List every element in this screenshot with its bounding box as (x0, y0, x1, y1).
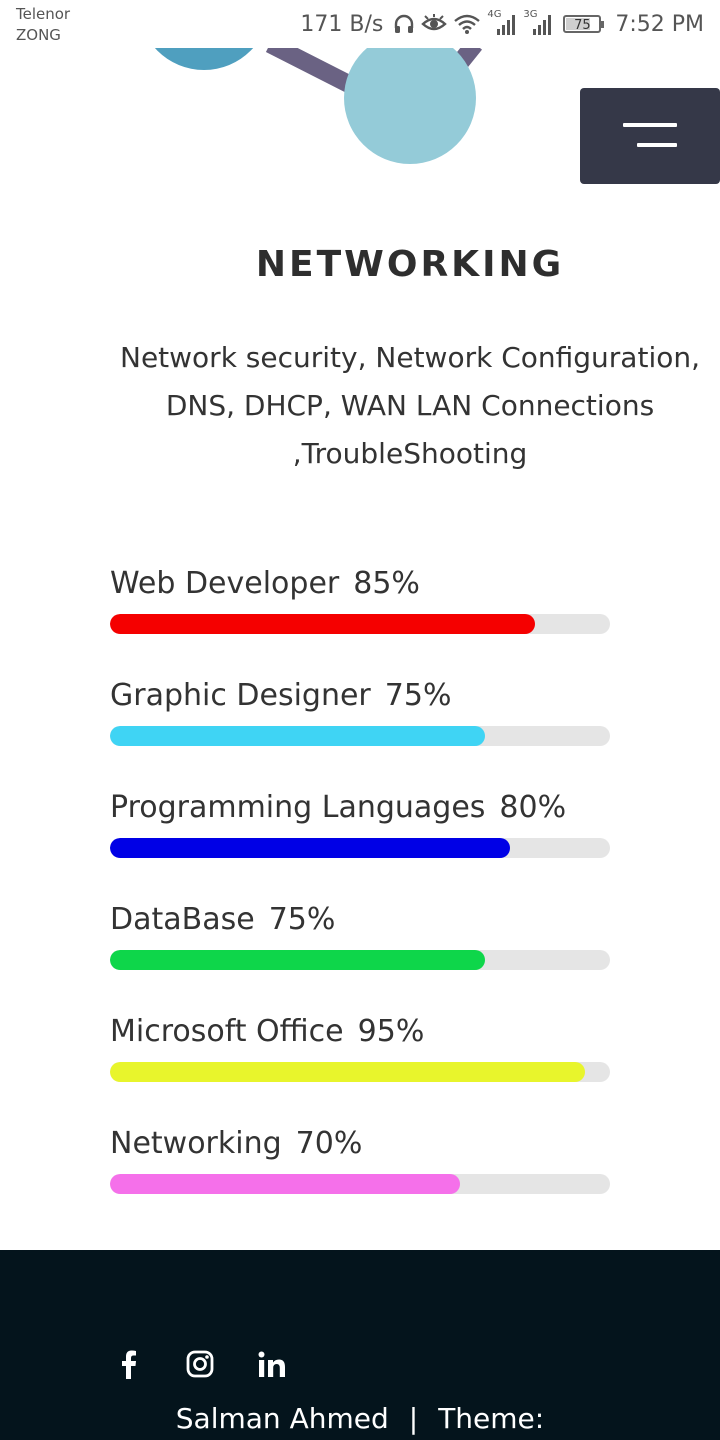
skill-name: DataBase (110, 902, 255, 937)
network-type-1: 4G (487, 9, 502, 20)
author-name: Salman Ahmed (175, 1402, 389, 1435)
hamburger-line-bottom (637, 143, 677, 147)
net-speed: 171 B/s (300, 11, 384, 37)
graphic-node-light (344, 32, 476, 164)
carrier-2: ZONG (16, 26, 61, 44)
skill-item: Programming Languages 80% (110, 784, 610, 896)
clock: 7:52 PM (615, 11, 704, 37)
signal-icon-1: 4G (487, 9, 517, 35)
section-title: NETWORKING (255, 244, 565, 285)
skill-name: Graphic Designer (110, 678, 371, 713)
skill-name: Networking (110, 1126, 282, 1161)
skill-name: Programming Languages (110, 790, 486, 825)
skill-item: Graphic Designer 75% (110, 672, 610, 784)
facebook-link[interactable] (108, 1346, 148, 1382)
skill-item: DataBase 75% (110, 896, 610, 1008)
wifi-icon (453, 13, 481, 35)
social-links (108, 1346, 292, 1382)
status-icons: 171 B/s 4G 3G 75 7:52 PM (300, 8, 704, 40)
theme-label: Theme: (438, 1402, 545, 1435)
battery-level (566, 18, 591, 30)
section-description: Network security, Network Configuration,… (120, 341, 701, 470)
linkedin-link[interactable] (252, 1346, 292, 1382)
status-bar: Telenor ZONG 171 B/s 4G 3G 75 7:52 PM (0, 0, 720, 48)
skill-progress-track (110, 1062, 610, 1082)
skill-item: Networking 70% (110, 1120, 610, 1232)
network-type-2: 3G (523, 9, 538, 20)
skill-label: Programming Languages 80% (110, 784, 610, 832)
skill-progress-fill (110, 726, 485, 746)
skills-list: Web Developer 85% Graphic Designer 75% Progr… (110, 560, 610, 1232)
headphones-icon (393, 13, 415, 35)
skill-progress-track (110, 838, 610, 858)
battery-icon: 75 (563, 15, 605, 33)
facebook-icon (122, 1350, 136, 1379)
instagram-link[interactable] (180, 1346, 220, 1382)
skill-percent: 75% (268, 902, 336, 937)
linkedin-icon (258, 1351, 285, 1377)
skill-progress-track (110, 614, 610, 634)
skill-progress-fill (110, 950, 485, 970)
skill-progress-fill (110, 1062, 585, 1082)
battery-percent: 75 (574, 18, 591, 33)
skill-item: Web Developer 85% (110, 560, 610, 672)
skill-label: Web Developer 85% (110, 560, 610, 608)
carrier-1: Telenor (16, 5, 71, 23)
menu-button[interactable] (580, 88, 720, 184)
skill-name: Microsoft Office (110, 1014, 344, 1049)
skill-progress-track (110, 726, 610, 746)
hamburger-line-top (623, 123, 677, 127)
skill-label: Microsoft Office 95% (110, 1008, 610, 1056)
carrier-names: Telenor ZONG (16, 4, 70, 46)
skill-label: Networking 70% (110, 1120, 610, 1168)
skill-percent: 95% (357, 1014, 425, 1049)
skill-percent: 80% (499, 790, 567, 825)
skill-percent: 75% (384, 678, 452, 713)
skill-name: Web Developer (110, 566, 340, 601)
skill-progress-track (110, 950, 610, 970)
skill-percent: 70% (295, 1126, 363, 1161)
footer-credit: Salman Ahmed | Theme: (0, 1402, 720, 1435)
credit-separator: | (408, 1402, 419, 1435)
skill-label: DataBase 75% (110, 896, 610, 944)
skill-percent: 85% (353, 566, 420, 601)
skill-progress-track (110, 1174, 610, 1194)
skill-item: Microsoft Office 95% (110, 1008, 610, 1120)
skill-progress-fill (110, 838, 510, 858)
skill-progress-fill (110, 1174, 460, 1194)
skill-label: Graphic Designer 75% (110, 672, 610, 720)
skill-progress-fill (110, 614, 535, 634)
eye-icon (421, 13, 448, 35)
instagram-icon (186, 1350, 214, 1378)
signal-icon-2: 3G (523, 9, 553, 35)
footer: Salman Ahmed | Theme: (0, 1250, 720, 1440)
